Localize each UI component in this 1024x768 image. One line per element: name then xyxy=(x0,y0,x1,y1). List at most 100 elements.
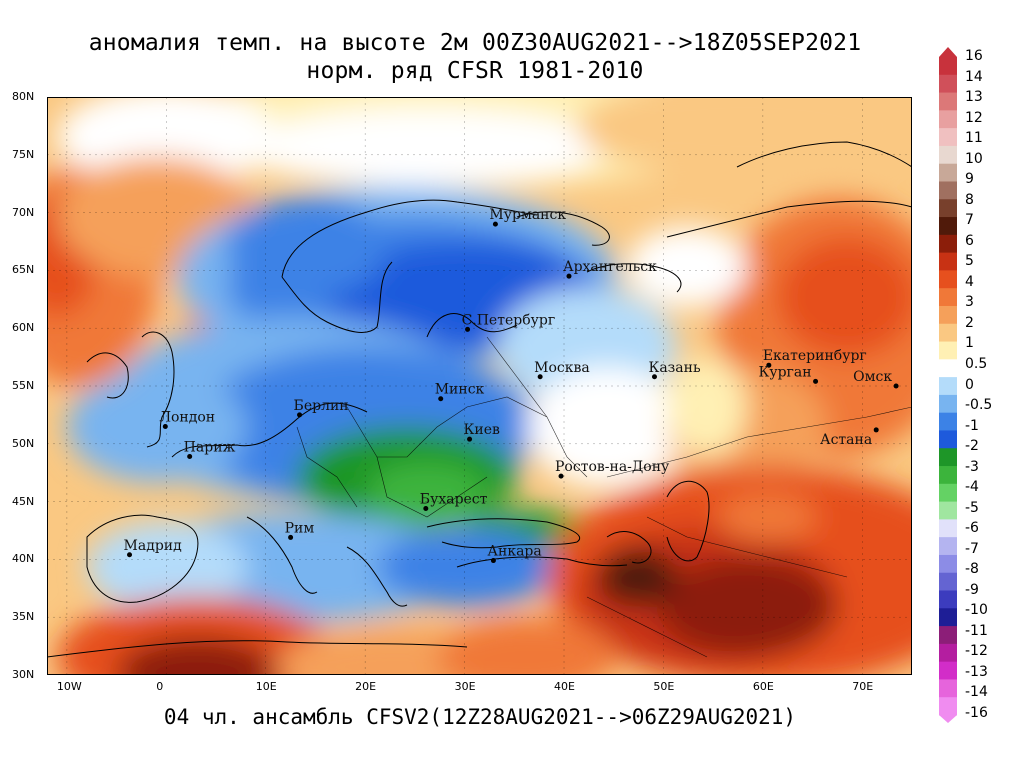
lat-tick-label: 45N xyxy=(12,494,35,508)
city-dot xyxy=(423,506,429,512)
colorbar-level-label: 7 xyxy=(965,212,974,229)
city-dot xyxy=(467,436,473,442)
colorbar-swatch xyxy=(939,519,957,538)
city-dot xyxy=(297,412,303,418)
colorbar-swatch xyxy=(939,697,957,716)
country-borders xyxy=(296,336,912,658)
city-label: Мадрид xyxy=(124,538,183,554)
colorbar-swatch xyxy=(939,412,957,431)
colorbar-level-label: -7 xyxy=(965,540,979,557)
lat-tick-label: 60N xyxy=(12,321,35,335)
colorbar-swatch xyxy=(939,448,957,467)
map-frame xyxy=(47,97,912,675)
colorbar-swatch xyxy=(939,57,957,76)
city-label: Астана xyxy=(820,432,872,448)
lon-tick-label: 60E xyxy=(752,680,774,693)
colorbar xyxy=(939,47,957,723)
city-label: Киев xyxy=(464,422,500,438)
colorbar-level-label: -13 xyxy=(965,663,988,680)
colorbar-level-label: -14 xyxy=(965,684,988,701)
colorbar-swatch xyxy=(939,199,957,218)
colorbar-swatch xyxy=(939,217,957,236)
colorbar-level-label: 11 xyxy=(965,130,983,147)
colorbar-swatch xyxy=(939,626,957,645)
city-dot xyxy=(813,378,819,384)
city-dot xyxy=(288,534,294,540)
lat-tick-label: 40N xyxy=(12,552,35,566)
city-label: Курган xyxy=(759,364,812,380)
lon-tick-label: 10E xyxy=(255,680,277,693)
colorbar-level-label: 6 xyxy=(965,232,974,249)
colorbar-swatch xyxy=(939,483,957,503)
lat-tick-label: 35N xyxy=(12,610,35,624)
city-dot xyxy=(490,558,496,564)
colorbar-level-label: 0.5 xyxy=(965,355,988,372)
colorbar-level-label: -16 xyxy=(965,705,988,721)
colorbar-level-label: -5 xyxy=(965,499,979,516)
colorbar-level-label: 14 xyxy=(965,68,983,85)
lon-tick-label: 20E xyxy=(355,680,377,693)
city-label: Минск xyxy=(435,382,485,398)
colorbar-swatch xyxy=(939,572,957,592)
city-dot xyxy=(558,473,564,479)
colorbar-swatch xyxy=(939,163,957,182)
city-markers: Мурманск Архангельск С.Петербург Москва Каза… xyxy=(124,207,899,564)
colorbar-level-label: -11 xyxy=(965,622,988,639)
city-dot xyxy=(162,423,168,429)
city-label: Архангельск xyxy=(563,259,657,275)
anomaly-map: Мурманск Архангельск С.Петербург Москва Каза… xyxy=(47,97,912,675)
colorbar-top-arrow xyxy=(939,47,957,57)
city-label: Казань xyxy=(648,360,700,376)
colorbar-swatch xyxy=(939,466,957,485)
colorbar-level-label: 8 xyxy=(965,191,974,208)
colorbar-swatch xyxy=(939,661,957,680)
colorbar-swatch xyxy=(939,145,957,165)
colorbar-level-label: 3 xyxy=(965,294,974,311)
city-dot xyxy=(438,396,444,402)
colorbar-swatch xyxy=(939,341,957,360)
lon-tick-label: 10W xyxy=(56,680,82,693)
city-label: Анкара xyxy=(487,544,541,560)
colorbar-level-label: 1 xyxy=(965,335,974,352)
colorbar-swatch xyxy=(939,92,957,111)
ensemble-footer: 04 чл. ансамбль CFSV2(12Z28AUG2021-->06Z… xyxy=(163,705,797,729)
city-dot xyxy=(873,427,879,433)
colorbar-swatch xyxy=(939,323,957,343)
colorbar-swatch xyxy=(939,537,957,556)
map-title: аномалия темп. на высоте 2м 00Z30AUG2021… xyxy=(88,30,862,56)
lon-tick-label: 30E xyxy=(454,680,476,693)
map-canvas: Мурманск Архангельск С.Петербург Москва Каза… xyxy=(47,97,912,675)
colorbar-level-label: -2 xyxy=(965,438,979,455)
city-label: Мурманск xyxy=(489,207,566,223)
city-label: Лондон xyxy=(159,409,215,425)
colorbar-swatch xyxy=(939,430,957,449)
colorbar-swatch xyxy=(939,181,957,200)
colorbar-swatch xyxy=(939,234,957,254)
colorbar-bottom-arrow xyxy=(939,715,957,723)
city-label: Берлин xyxy=(294,398,349,414)
colorbar-swatch xyxy=(939,501,957,520)
lon-tick-label: 70E xyxy=(852,680,874,693)
colorbar-swatch xyxy=(939,270,957,289)
city-dot xyxy=(465,326,471,332)
colorbar-level-label: 16 xyxy=(965,48,983,64)
colorbar-swatch xyxy=(939,377,957,396)
colorbar-swatch xyxy=(939,288,957,307)
colorbar-level-label: -10 xyxy=(965,602,988,619)
city-label: Ростов-на-Дону xyxy=(555,459,670,475)
city-dot xyxy=(766,362,772,368)
colorbar-swatch xyxy=(939,608,957,627)
city-dot xyxy=(537,374,543,380)
colorbar-swatch xyxy=(939,128,957,147)
city-label: Париж xyxy=(184,440,236,456)
city-dot xyxy=(893,383,899,389)
colorbar-swatch xyxy=(939,394,957,414)
colorbar-level-label: 12 xyxy=(965,109,983,126)
city-label: Омск xyxy=(853,369,892,385)
city-dot xyxy=(127,552,133,558)
city-label: Екатеринбург xyxy=(763,348,867,364)
colorbar-level-label: 10 xyxy=(965,150,983,167)
colorbar-swatch xyxy=(939,74,957,94)
gridlines xyxy=(47,97,912,675)
city-dot xyxy=(566,273,572,279)
